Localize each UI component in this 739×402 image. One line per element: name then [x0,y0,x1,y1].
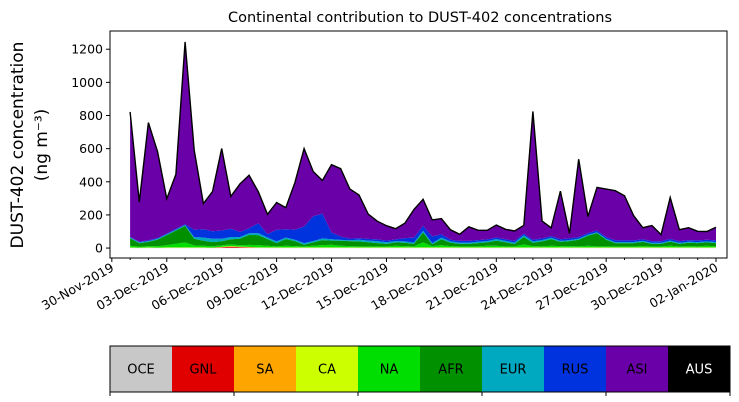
legend-swatch-na [358,346,420,392]
area-na [130,242,717,248]
total-outline [129,41,717,236]
legend-swatch-eur [482,346,544,392]
area-asi [130,41,717,242]
legend-label-ca: CA [318,363,336,378]
y-tick-label-400: 400 [79,174,103,189]
y-axis-label-line2: (ng m⁻³) [32,109,52,182]
y-axis-label-line1: DUST-402 concentration [8,42,28,249]
legend-swatch-rus [544,346,606,392]
chart-title: Continental contribution to DUST-402 con… [228,10,612,26]
area-rus [130,213,717,244]
legend-swatch-afr [420,346,482,392]
y-tick-label-200: 200 [79,207,103,222]
y-tick-label-800: 800 [79,108,103,123]
legend-frame [109,345,731,393]
legend-label-rus: RUS [562,363,589,378]
legend-label-asi: ASI [627,363,648,378]
y-tick-label-0: 0 [95,241,103,256]
legend-label-gnl: GNL [189,363,217,378]
legend-label-sa: SA [256,363,273,378]
legend-label-eur: EUR [500,363,527,378]
area-ca [130,246,717,248]
legend-label-oce: OCE [127,363,155,378]
legend-label-na: NA [380,363,399,378]
legend-colorbar: OCE GNL SA CA NA AFR EUR RUS ASI AUS [109,345,731,396]
legend-label-aus: AUS [686,363,713,378]
legend-swatch-oce [110,346,172,392]
y-tick-label-1000: 1000 [71,75,103,90]
area-eur [130,225,717,245]
legend-swatch-ca [296,346,358,392]
legend-swatch-sa [234,346,296,392]
area-afr [130,225,717,247]
plot-frame [109,30,728,259]
legend-swatch-gnl [172,346,234,392]
legend-swatch-asi [606,346,668,392]
legend-swatch-aus [668,346,730,392]
legend-label-afr: AFR [438,363,463,378]
y-tick-label-1200: 1200 [71,42,103,57]
y-tick-label-600: 600 [79,141,103,156]
y-axis-label: DUST-402 concentration (ng m⁻³) [8,42,52,249]
stacked-area-layers [129,41,717,249]
